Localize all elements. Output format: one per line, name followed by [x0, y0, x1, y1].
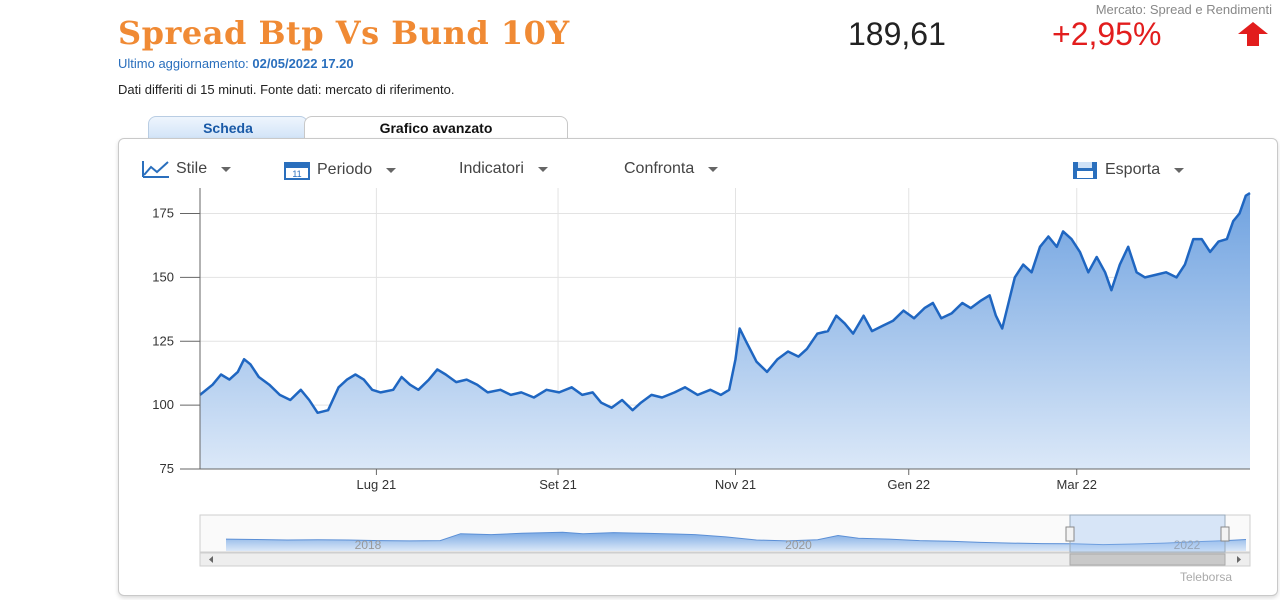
chevron-down-icon	[221, 166, 232, 172]
save-icon	[1073, 162, 1097, 179]
change-percent: +2,95%	[1052, 16, 1162, 52]
last-update: Ultimo aggiornamento: 02/05/2022 17.20	[118, 56, 354, 71]
svg-text:11: 11	[292, 169, 301, 179]
last-update-label: Ultimo aggiornamento:	[118, 56, 249, 71]
last-update-value: 02/05/2022 17.20	[252, 56, 354, 71]
stile-menu[interactable]: Stile	[142, 160, 232, 178]
tab-grafico-avanzato[interactable]: Grafico avanzato	[304, 116, 568, 141]
source-watermark: Teleborsa	[1179, 570, 1232, 584]
esporta-menu[interactable]: Esporta	[1071, 160, 1185, 180]
periodo-label: Periodo	[317, 161, 373, 178]
periodo-menu[interactable]: 11 Periodo	[283, 160, 397, 180]
stile-label: Stile	[176, 160, 208, 177]
indicatori-menu[interactable]: Indicatori	[459, 160, 548, 178]
chevron-down-icon	[537, 166, 548, 172]
chevron-down-icon	[708, 166, 719, 172]
esporta-label: Esporta	[1105, 161, 1161, 178]
chevron-down-icon	[386, 167, 397, 173]
line-chart-icon	[142, 161, 169, 178]
arrow-up-icon	[1238, 22, 1268, 46]
indicatori-label: Indicatori	[459, 160, 524, 177]
price-value: 189,61	[848, 16, 946, 52]
delayed-note: Dati differiti di 15 minuti. Fonte dati:…	[118, 82, 455, 97]
chevron-down-icon	[1174, 167, 1185, 173]
page-title: Spread Btp Vs Bund 10Y	[118, 14, 570, 52]
confronta-label: Confronta	[624, 160, 695, 177]
market-label: Mercato: Spread e Rendimenti	[1095, 2, 1272, 17]
calendar-icon: 11	[284, 162, 310, 180]
confronta-menu[interactable]: Confronta	[624, 160, 719, 178]
chart-panel	[118, 138, 1278, 596]
